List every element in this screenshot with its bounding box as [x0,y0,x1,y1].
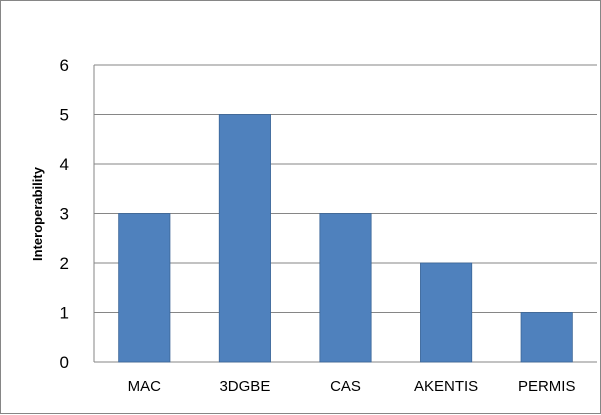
y-axis-title: Interoperability [30,166,45,261]
y-tick-label: 0 [60,353,69,372]
x-category-label: AKENTIS [414,378,478,395]
x-axis-category-labels: MAC 3DGBE CAS AKENTIS PERMIS [128,378,576,395]
x-category-label: PERMIS [518,378,576,395]
y-tick-label: 4 [60,155,69,174]
bar-permis [520,312,573,363]
bars [118,114,573,363]
x-category-label: MAC [128,378,162,395]
bar-mac [118,213,171,363]
bar-akentis [420,262,473,363]
y-tick-label: 5 [60,106,69,125]
bar-3dgbe [218,114,271,363]
y-tick-label: 1 [60,304,69,323]
y-axis-tick-labels: 0 1 2 3 4 5 6 [60,56,69,372]
x-category-label: CAS [330,378,361,395]
bar-cas [319,213,372,363]
y-tick-label: 2 [60,254,69,273]
y-tick-label: 3 [60,205,69,224]
x-category-label: 3DGBE [219,378,270,395]
y-tick-label: 6 [60,56,69,75]
